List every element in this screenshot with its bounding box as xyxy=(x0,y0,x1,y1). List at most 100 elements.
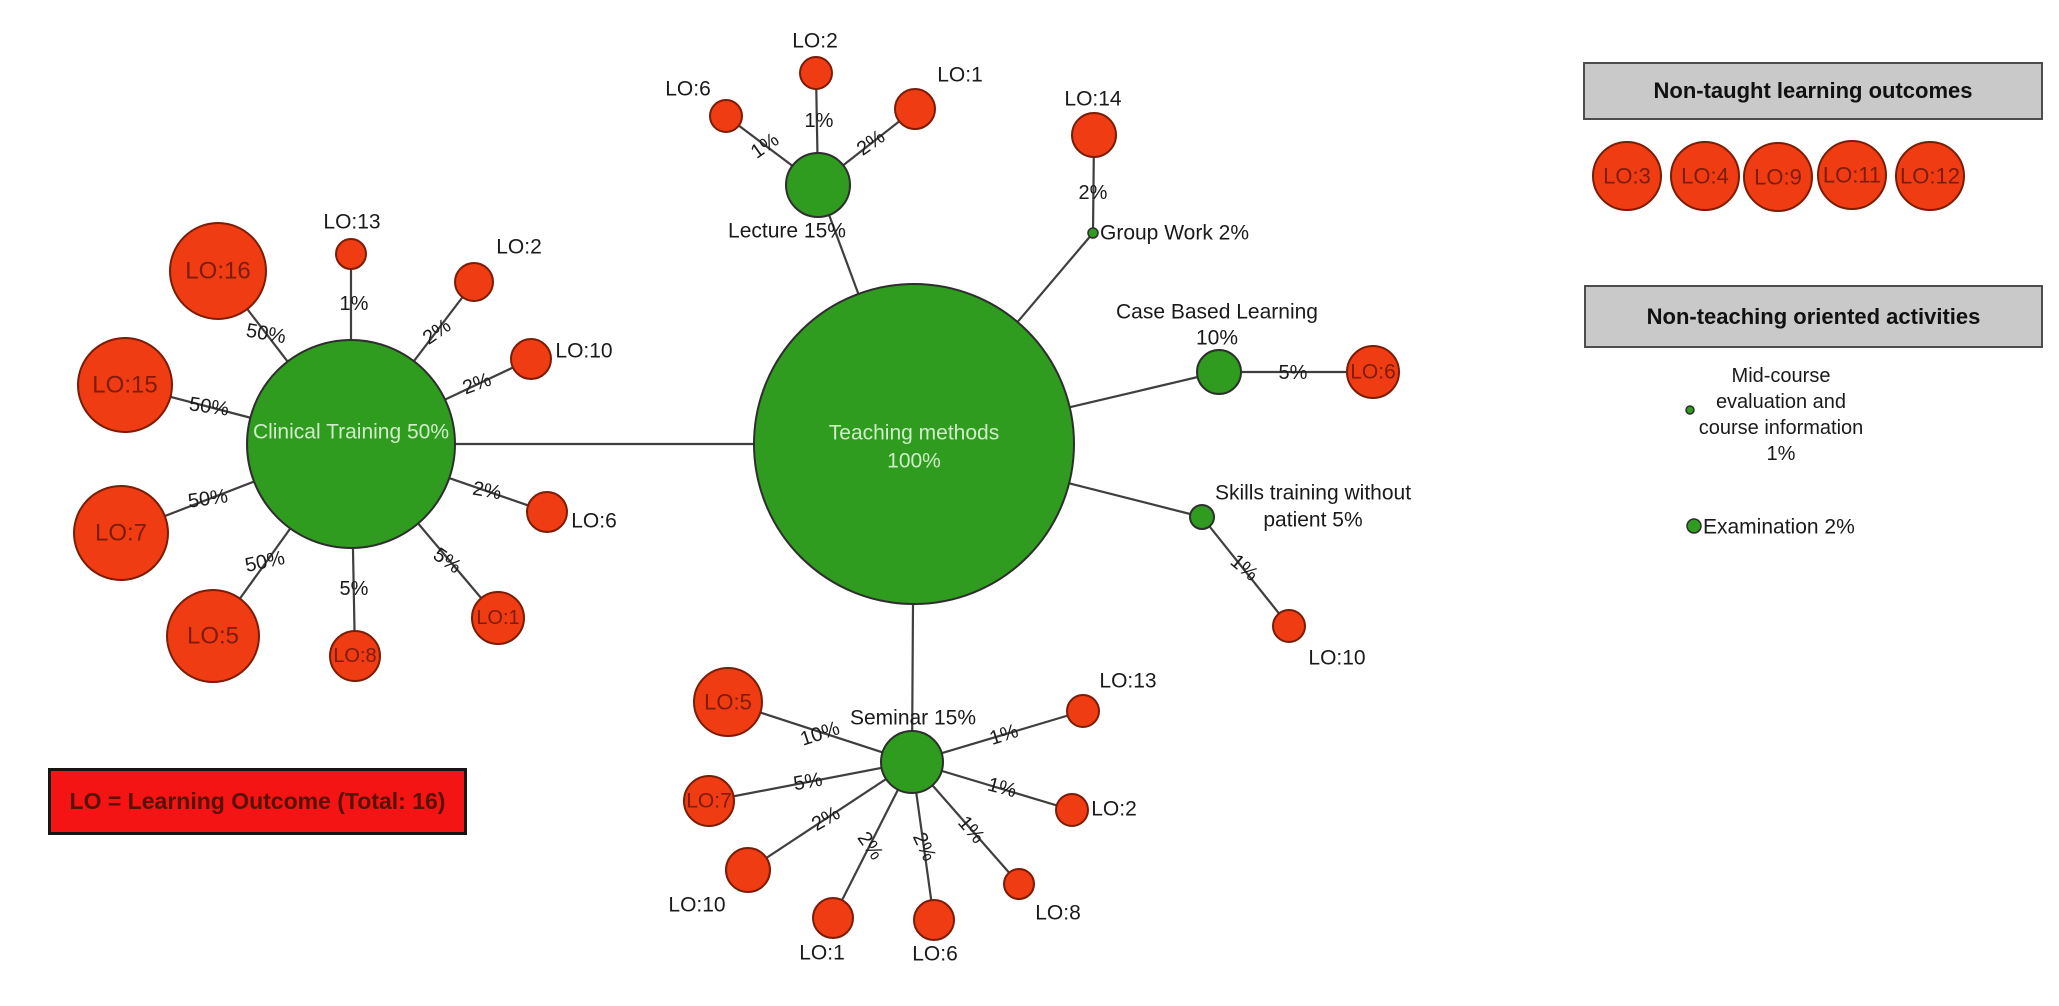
node-m10-circle xyxy=(725,847,771,893)
edge-label-lecture-l2: 1% xyxy=(805,110,834,132)
node-c1-label: LO:1 xyxy=(476,607,519,629)
node-m7-circle xyxy=(683,775,735,827)
node-c7-label: LO:7 xyxy=(95,520,147,547)
edge-skills-s10 xyxy=(1201,516,1290,627)
node-nt3-label: LO:3 xyxy=(1603,164,1651,189)
node-teaching-circle xyxy=(753,283,1075,605)
node-midcourse-circle xyxy=(1685,405,1695,415)
node-nt11-circle xyxy=(1817,140,1887,210)
node-teaching-label: Teaching methods xyxy=(829,422,999,445)
node-l2-circle xyxy=(799,56,833,90)
node-c8-label: LO:8 xyxy=(333,645,376,667)
node-g14-label: LO:14 xyxy=(1064,88,1122,111)
node-lecture-label: Lecture 15% xyxy=(728,220,846,243)
node-s10-label: LO:10 xyxy=(1308,647,1365,670)
node-m1-circle xyxy=(812,897,854,939)
node-c15-circle xyxy=(77,337,173,433)
edge-label-lecture-l1: 2% xyxy=(853,126,889,161)
node-clinical-circle xyxy=(246,339,456,549)
node-midcourse-label: course information xyxy=(1699,417,1864,439)
edge-label-seminar-m1: 2% xyxy=(853,828,888,864)
edge-seminar-m10 xyxy=(747,761,913,871)
node-m13-label: LO:13 xyxy=(1099,670,1156,693)
edge-label-clinical-c13: 1% xyxy=(340,293,369,315)
node-c16-circle xyxy=(169,222,267,320)
node-exam-label: Examination 2% xyxy=(1703,516,1855,539)
edge-label-clinical-c16: 50% xyxy=(244,320,287,349)
edge-label-clinical-c6: 2% xyxy=(471,478,504,505)
node-m2-circle xyxy=(1055,793,1089,827)
edge-label-clinical-c5: 50% xyxy=(243,547,287,577)
node-c13-label: LO:13 xyxy=(323,211,380,234)
node-skills-label: Skills training without xyxy=(1215,482,1411,505)
node-groupwork-label: Group Work 2% xyxy=(1100,222,1249,245)
node-nt11-label: LO:11 xyxy=(1823,163,1881,188)
node-nt9-label: LO:9 xyxy=(1754,165,1802,190)
node-nt4-circle xyxy=(1670,141,1740,211)
node-exam-circle xyxy=(1686,518,1702,534)
node-skills-circle xyxy=(1189,504,1215,530)
node-l2-label: LO:2 xyxy=(792,30,838,53)
node-midcourse-label: evaluation and xyxy=(1716,391,1846,413)
node-m5-label: LO:5 xyxy=(704,690,752,715)
node-c15-label: LO:15 xyxy=(92,372,157,399)
node-m6-circle xyxy=(913,899,955,941)
edge-label-seminar-m7: 5% xyxy=(792,769,825,796)
node-clinical-label: Clinical Training 50% xyxy=(253,421,449,444)
node-nt9-circle xyxy=(1743,142,1813,212)
node-c13-circle xyxy=(335,238,367,270)
node-c5-label: LO:5 xyxy=(187,623,239,650)
node-c7-circle xyxy=(73,485,169,581)
edge-label-clinical-c8: 5% xyxy=(340,578,369,600)
non-teaching-activities-header: Non-teaching oriented activities xyxy=(1584,285,2043,348)
lo-definition-box: LO = Learning Outcome (Total: 16) xyxy=(48,768,467,835)
node-seminar-circle xyxy=(880,730,944,794)
node-l6-circle xyxy=(709,99,743,133)
node-midcourse-label: 1% xyxy=(1767,443,1796,465)
edge-label-seminar-m13: 1% xyxy=(987,720,1021,750)
node-teaching-label: 100% xyxy=(887,450,941,473)
node-c2-label: LO:2 xyxy=(496,236,542,259)
edge-label-seminar-m5: 10% xyxy=(798,717,843,750)
node-nt12-label: LO:12 xyxy=(1900,164,1960,189)
edge-seminar-m7 xyxy=(708,760,913,803)
node-c5-circle xyxy=(166,589,260,683)
node-c8-circle xyxy=(329,630,381,682)
node-cbl-circle xyxy=(1196,349,1242,395)
node-lecture-circle xyxy=(785,152,851,218)
node-midcourse-label: Mid-course xyxy=(1732,365,1831,387)
node-m5-circle xyxy=(693,667,763,737)
node-m13-circle xyxy=(1066,694,1100,728)
edge-label-cbl-cb6: 5% xyxy=(1279,362,1308,384)
node-nt3-circle xyxy=(1592,141,1662,211)
node-m6-label: LO:6 xyxy=(912,943,958,966)
node-c16-label: LO:16 xyxy=(185,258,250,285)
node-m8-circle xyxy=(1003,868,1035,900)
edge-label-seminar-m6: 2% xyxy=(908,829,940,865)
non-taught-outcomes-header: Non-taught learning outcomes xyxy=(1583,62,2043,120)
edge-label-clinical-c7: 50% xyxy=(187,485,230,512)
node-s10-circle xyxy=(1272,609,1306,643)
edge-label-clinical-c2: 2% xyxy=(419,315,455,350)
edge-label-clinical-c15: 50% xyxy=(188,393,231,420)
edge-label-clinical-c10: 2% xyxy=(460,369,495,400)
node-m10-label: LO:10 xyxy=(668,894,725,917)
node-l6-label: LO:6 xyxy=(665,78,711,101)
node-l1-label: LO:1 xyxy=(937,64,983,87)
node-m1-label: LO:1 xyxy=(799,942,845,965)
node-c10-circle xyxy=(510,338,552,380)
node-g14-circle xyxy=(1071,112,1117,158)
node-nt12-circle xyxy=(1895,141,1965,211)
node-nt4-label: LO:4 xyxy=(1681,164,1729,189)
node-m2-label: LO:2 xyxy=(1091,798,1137,821)
node-c10-label: LO:10 xyxy=(555,340,612,363)
node-seminar-label: Seminar 15% xyxy=(850,707,976,730)
node-cb6-label: LO:6 xyxy=(1350,361,1396,384)
node-groupwork-circle xyxy=(1087,227,1099,239)
node-m7-label: LO:7 xyxy=(686,790,732,813)
node-m8-label: LO:8 xyxy=(1035,902,1081,925)
node-skills-label: patient 5% xyxy=(1263,509,1362,532)
edge-label-lecture-l6: 1% xyxy=(747,129,783,164)
node-l1-circle xyxy=(894,88,936,130)
